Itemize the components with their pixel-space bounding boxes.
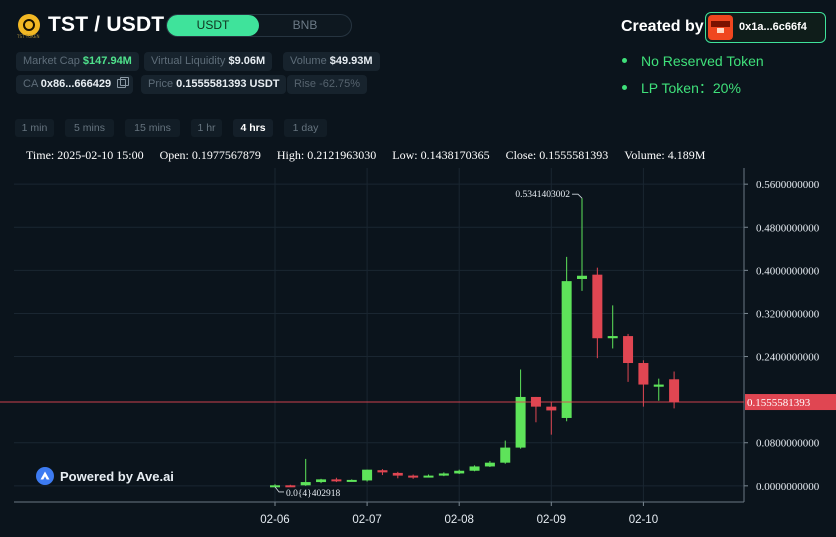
candle-body [423, 475, 434, 478]
market-cap-value: $147.94M [82, 55, 132, 67]
candle-body [285, 485, 296, 488]
market-cap-label: Market Cap [23, 55, 80, 67]
candle-body [500, 447, 511, 463]
interval-4hrs[interactable]: 4 hrs [233, 119, 273, 137]
candle-body [362, 469, 373, 481]
candle-body [316, 479, 327, 483]
candle-body [270, 485, 280, 488]
watermark-text: Powered by Ave.ai [60, 468, 174, 484]
info-low: Low: 0.1438170365 [392, 148, 490, 162]
creator-badge[interactable]: 0x1a...6c66f4 [705, 12, 826, 43]
y-tick-label: 0.2400000000 [756, 352, 820, 364]
candle-body [408, 475, 419, 478]
x-tick-label: 02-09 [537, 514, 566, 526]
bullet-icon [622, 85, 627, 90]
x-tick-label: 02-08 [444, 514, 473, 526]
price-value: 0.1555581393 USDT [176, 78, 280, 90]
interval-1hr[interactable]: 1 hr [191, 119, 222, 137]
creator-avatar [708, 15, 733, 40]
candle-body [592, 274, 603, 339]
max-price-label: 0.5341403002 [515, 190, 570, 200]
candle-body [346, 479, 357, 482]
candle-body [438, 473, 449, 476]
y-tick-label: 0.0000000000 [756, 481, 820, 493]
x-tick-label: 02-07 [352, 514, 381, 526]
quote-option-usdt[interactable]: USDT [167, 15, 259, 36]
min-price-label: 0.0{4}402918 [286, 489, 340, 499]
virtual-liquidity-value: $9.06M [228, 55, 266, 67]
candle-body [653, 384, 664, 387]
info-close: Close: 0.1555581393 [505, 148, 609, 162]
market-cap-stat: Market Cap $147.94M [16, 52, 139, 71]
x-tick-label: 02-10 [629, 514, 658, 526]
candle-body [377, 470, 388, 473]
token-logo-caption: TST TOKEN [17, 34, 40, 39]
virtual-liquidity-stat: Virtual Liquidity $9.06M [144, 52, 273, 71]
token-header: TST TOKEN TST / USDT USDT BNB Market Cap… [0, 0, 836, 140]
candle-body [484, 462, 495, 467]
candle-body [561, 281, 572, 418]
candle-body [392, 472, 403, 476]
candle-body [577, 275, 587, 279]
y-tick-label: 0.4000000000 [756, 265, 820, 277]
price-stat: Price 0.1555581393 USDT [141, 75, 287, 94]
volume-stat: Volume $49.93M [283, 52, 380, 71]
feature-lp-token: LP Token：20% [622, 78, 741, 98]
y-tick-label: 0.3200000000 [756, 308, 820, 320]
y-tick-label: 0.5600000000 [756, 179, 820, 191]
candle-body [607, 336, 618, 339]
candle-body [331, 479, 342, 482]
pair-title: TST / USDT [48, 13, 165, 36]
bullet-icon [622, 58, 627, 63]
candle-body [669, 379, 680, 403]
info-time: Time: 2025-02-10 15:00 [26, 148, 144, 162]
candle-body [515, 396, 526, 448]
volume-value: $49.93M [329, 55, 373, 67]
x-tick-label: 02-06 [260, 514, 289, 526]
contract-address-label: CA [23, 78, 38, 90]
ohlcv-info-line: Time: 2025-02-10 15:00 Open: 0.1977567879… [26, 148, 721, 163]
info-volume: Volume: 4.189M [624, 148, 706, 162]
candle-body [623, 336, 634, 364]
feature-text: No Reserved Token [641, 53, 764, 69]
current-price-tag [745, 394, 836, 411]
feature-no-reserved-token: No Reserved Token [622, 53, 764, 69]
info-high: High: 0.2121963030 [276, 148, 377, 162]
interval-15mins[interactable]: 15 mins [125, 119, 180, 137]
candle-body [300, 482, 311, 486]
candle-body [454, 470, 465, 474]
candle-body [638, 363, 649, 385]
volume-label: Volume [290, 55, 327, 67]
candle-body [546, 406, 557, 411]
interval-1min[interactable]: 1 min [15, 119, 54, 137]
contract-address-stat[interactable]: CA 0x86...666429 [16, 75, 134, 94]
y-tick-label: 0.4800000000 [756, 222, 820, 234]
price-label: Price [148, 78, 174, 90]
current-price-label: 0.1555581393 [747, 397, 811, 409]
virtual-liquidity-label: Virtual Liquidity [151, 55, 226, 67]
created-by-label: Created by [621, 18, 704, 35]
contract-address-value: 0x86...666429 [40, 78, 112, 90]
interval-1day[interactable]: 1 day [284, 119, 327, 137]
quote-currency-toggle[interactable]: USDT BNB [166, 14, 352, 37]
copy-icon[interactable] [117, 77, 130, 88]
rise-label: Rise [294, 78, 317, 90]
ave-logo-icon [36, 467, 54, 485]
interval-5mins[interactable]: 5 mins [65, 119, 114, 137]
min-marker [274, 486, 284, 493]
rise-value: -62.75% [319, 78, 361, 90]
max-marker [572, 193, 583, 199]
info-open: Open: 0.1977567879 [159, 148, 261, 162]
quote-option-bnb[interactable]: BNB [292, 18, 318, 32]
creator-address: 0x1a...6c66f4 [739, 21, 807, 33]
feature-text: LP Token：20% [641, 80, 741, 96]
rise-stat: Rise -62.75% [287, 75, 368, 94]
token-logo-icon [18, 14, 40, 36]
y-tick-label: 0.0800000000 [756, 438, 820, 450]
candle-body [469, 466, 480, 471]
powered-by-watermark: Powered by Ave.ai [36, 466, 174, 486]
